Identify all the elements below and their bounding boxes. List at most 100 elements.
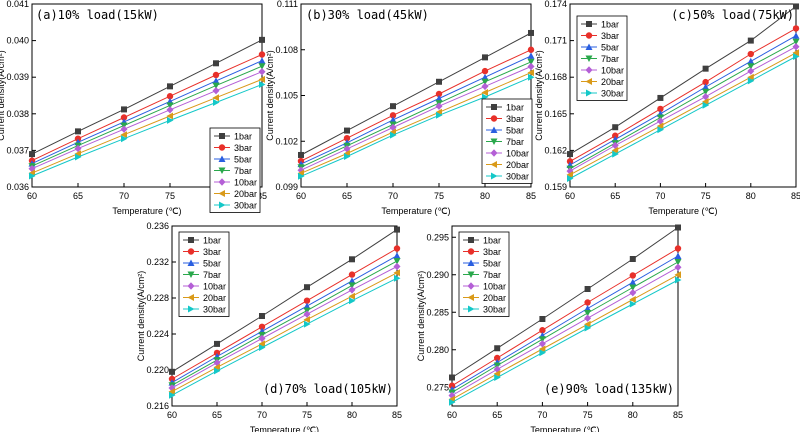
data-point-3bar [566, 158, 574, 165]
legend-marker-3bar [218, 144, 226, 151]
series-line-30bar [171, 277, 398, 396]
series-line-1bar [31, 39, 263, 155]
data-point-30bar [344, 153, 351, 160]
data-point-3bar [674, 245, 682, 252]
legend-label: 5bar [483, 259, 501, 269]
y-tick-label: 0.039 [6, 72, 29, 82]
series-line-3bar [569, 27, 797, 162]
legend-marker-5bar [585, 43, 593, 50]
legend-marker-10bar [467, 282, 475, 290]
legend-marker-1bar [219, 133, 225, 139]
series-line-5bar [300, 55, 532, 165]
data-point-5bar [303, 302, 311, 310]
series-line-30bar [300, 76, 532, 177]
data-point-20bar [747, 73, 754, 81]
data-point-3bar [792, 25, 800, 32]
data-point-1bar [349, 256, 355, 263]
y-tick-label: 0.174 [544, 0, 567, 9]
panel-title: (e)90% load(135kW) [544, 382, 674, 396]
legend-marker-20bar [585, 78, 592, 85]
series-line-7bar [300, 61, 532, 168]
legend-marker-30bar [491, 172, 498, 180]
data-point-30bar [213, 99, 220, 106]
data-point-5bar [258, 57, 266, 64]
data-point-3bar [584, 299, 591, 306]
data-point-1bar [657, 94, 664, 101]
data-point-20bar [656, 122, 664, 130]
data-point-10bar [481, 82, 489, 91]
y-tick-label: 0.280 [426, 345, 449, 355]
data-point-10bar [74, 144, 82, 153]
data-point-30bar [259, 81, 266, 88]
y-axis-label: Current density(A/cm²) [534, 50, 544, 141]
y-axis-label: Current density(A/cm²) [0, 50, 6, 141]
data-point-3bar [612, 132, 619, 139]
data-point-10bar [348, 286, 356, 294]
legend-label: 3bar [234, 143, 252, 153]
data-point-10bar [389, 123, 397, 132]
data-point-20bar [538, 345, 546, 353]
legend-label: 1bar [601, 20, 619, 30]
legend-label: 3bar [483, 247, 501, 257]
data-point-5bar [435, 95, 443, 102]
data-point-1bar [482, 54, 488, 61]
data-point-30bar [657, 126, 664, 134]
data-point-1bar [747, 37, 754, 44]
series-line-30bar [569, 56, 797, 179]
data-point-3bar [657, 105, 664, 113]
x-axis-label: Temperature (℃) [250, 425, 319, 432]
data-point-10bar [166, 106, 174, 114]
series-line-1bar [171, 229, 398, 373]
panel-title: (d)70% load(105kW) [263, 382, 393, 396]
data-point-5bar [348, 277, 356, 284]
panel-title: (c)50% load(75kW) [671, 8, 794, 22]
legend-marker-5bar [187, 259, 195, 266]
data-point-1bar [612, 124, 619, 131]
x-tick-label: 75 [302, 410, 312, 420]
data-point-5bar [702, 83, 710, 90]
data-point-30bar [298, 172, 305, 180]
data-point-30bar [349, 297, 356, 305]
data-point-30bar [584, 324, 592, 332]
y-tick-label: 0.111 [277, 0, 298, 9]
data-point-5bar [792, 32, 800, 39]
data-point-20bar [674, 271, 681, 279]
data-point-30bar [528, 73, 535, 81]
legend-label: 3bar [203, 247, 221, 257]
x-axis-label: Temperature (℃) [381, 206, 450, 216]
series-line-7bar [451, 261, 679, 393]
x-tick-label: 70 [655, 191, 665, 201]
x-tick-label: 60 [296, 191, 306, 201]
data-point-3bar [481, 67, 489, 75]
data-point-3bar [702, 78, 709, 86]
legend-label: 3bar [601, 31, 619, 41]
x-tick-label: 60 [447, 410, 457, 420]
legend-marker-3bar [467, 248, 475, 255]
legend-marker-10bar [187, 282, 195, 290]
data-point-10bar [538, 340, 546, 348]
data-point-1bar [584, 286, 591, 292]
data-point-10bar [435, 102, 443, 110]
data-point-30bar [167, 116, 174, 124]
data-point-3bar [258, 51, 266, 58]
y-tick-label: 0.040 [6, 36, 29, 46]
y-tick-label: 0.171 [544, 36, 567, 46]
data-point-20bar [212, 94, 219, 102]
y-tick-label: 0.290 [426, 270, 449, 280]
legend-label: 10bar [234, 178, 257, 188]
data-point-30bar [259, 344, 266, 351]
legend-label: 10bar [203, 282, 226, 292]
legend-marker-20bar [467, 294, 474, 301]
legend-marker-20bar [187, 294, 194, 301]
data-point-1bar [121, 106, 127, 113]
legend-label: 7bar [506, 137, 524, 147]
legend-marker-10bar [218, 178, 226, 186]
legend-label: 5bar [234, 155, 252, 165]
y-tick-label: 0.220 [146, 365, 169, 375]
data-point-3bar [393, 245, 401, 252]
data-point-10bar [584, 314, 592, 322]
